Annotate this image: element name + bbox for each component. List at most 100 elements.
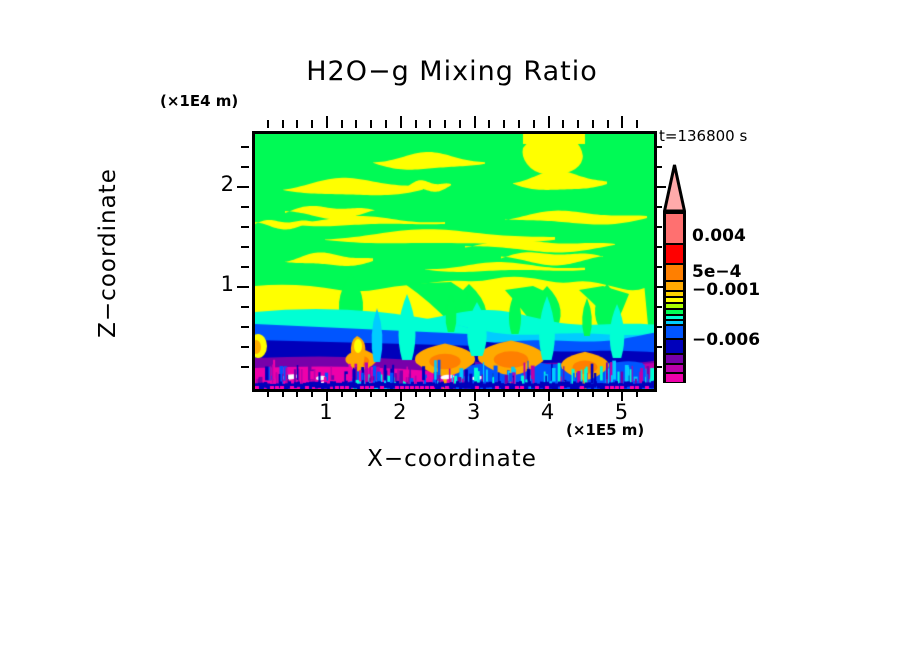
colorbar-band (666, 280, 683, 292)
y-tick-left (241, 306, 249, 308)
x-tick-bottom (518, 389, 520, 397)
x-tick-top (355, 120, 358, 128)
x-tick-top (340, 120, 343, 128)
x-tick-bottom (414, 389, 417, 397)
colorbar-tick-label: −0.006 (692, 330, 761, 350)
time-annotation: t=136800 s (659, 127, 748, 145)
x-tick-label: 5 (614, 400, 629, 424)
y-tick-right (654, 246, 662, 248)
x-tick-bottom (621, 389, 624, 401)
x-tick-bottom (636, 389, 639, 397)
y-tick-right (654, 286, 666, 288)
colorbar-band (666, 371, 683, 382)
y-axis-units-label: (×1E4 m) (160, 92, 239, 110)
x-tick-top (636, 120, 639, 128)
x-tick-bottom (473, 389, 476, 401)
x-tick-top (547, 116, 550, 128)
x-tick-top (488, 120, 491, 128)
x-tick-bottom (370, 389, 373, 397)
x-axis-units-label: (×1E5 m) (566, 421, 645, 439)
y-tick-right (654, 146, 662, 148)
x-tick-bottom (591, 389, 594, 397)
field-heatmap (255, 134, 654, 389)
x-tick-label: 1 (319, 400, 333, 424)
colorbar-band (666, 262, 683, 283)
x-tick-top (621, 116, 624, 128)
x-tick-top (503, 120, 506, 128)
x-tick-label: 4 (540, 400, 555, 424)
plot-area (252, 131, 657, 392)
x-tick-bottom (266, 389, 269, 397)
x-tick-bottom (429, 389, 432, 397)
y-tick-right (654, 226, 662, 228)
y-tick-right (654, 186, 666, 188)
y-tick-label: 2 (220, 172, 234, 196)
y-axis-title: Z−coordinate (95, 168, 121, 338)
y-tick-left (241, 146, 249, 148)
y-tick-left (237, 286, 249, 288)
x-tick-top (385, 120, 387, 128)
x-tick-bottom (355, 389, 358, 397)
x-tick-bottom (488, 389, 491, 397)
colorbar-band (666, 363, 683, 374)
x-tick-bottom (606, 389, 609, 397)
x-tick-bottom (562, 389, 565, 397)
x-tick-top (473, 116, 476, 128)
y-tick-left (241, 246, 249, 248)
x-tick-bottom (281, 389, 284, 397)
colorbar-band (666, 318, 683, 327)
x-tick-bottom (325, 389, 328, 401)
x-tick-top (266, 120, 269, 128)
colorbar-arrow-icon (663, 164, 686, 213)
y-tick-right (654, 266, 662, 268)
colorbar-band (666, 307, 683, 316)
x-tick-top (591, 120, 594, 128)
y-tick-left (241, 166, 249, 168)
x-tick-bottom (503, 389, 506, 397)
colorbar-band (666, 313, 683, 321)
y-tick-left (241, 326, 249, 328)
x-tick-top (370, 120, 373, 128)
x-tick-top (518, 120, 520, 128)
colorbar-bands (663, 211, 686, 383)
colorbar-band (666, 301, 683, 310)
colorbar-band (666, 353, 683, 366)
x-tick-top (429, 120, 432, 128)
chart-title: H2O−g Mixing Ratio (306, 56, 598, 87)
x-tick-top (562, 120, 565, 128)
y-tick-left (241, 366, 249, 368)
y-tick-left (241, 226, 249, 228)
y-tick-right (654, 366, 662, 368)
x-tick-bottom (547, 389, 550, 401)
y-tick-right (654, 346, 662, 348)
x-tick-bottom (444, 389, 447, 397)
y-tick-right (654, 306, 662, 308)
x-tick-top (458, 120, 461, 128)
colorbar-band (666, 289, 683, 299)
colorbar-band (666, 214, 683, 244)
x-tick-bottom (399, 389, 402, 401)
x-tick-bottom (577, 389, 580, 397)
x-tick-bottom (385, 389, 387, 397)
x-tick-top (414, 120, 417, 128)
y-tick-left (241, 266, 249, 268)
x-tick-bottom (296, 389, 299, 397)
x-tick-label: 2 (393, 400, 407, 424)
x-tick-top (444, 120, 447, 128)
x-tick-top (399, 116, 402, 128)
x-tick-top (606, 120, 609, 128)
x-tick-top (325, 116, 328, 128)
y-tick-right (654, 326, 662, 328)
colorbar-band (666, 243, 683, 265)
x-tick-top (281, 120, 284, 128)
colorbar-band (666, 324, 683, 340)
colorbar-band (666, 337, 683, 356)
x-tick-top (577, 120, 580, 128)
colorbar-band (666, 296, 683, 304)
y-tick-right (654, 166, 662, 168)
x-tick-bottom (532, 389, 535, 397)
y-tick-label: 1 (220, 272, 234, 296)
x-tick-top (296, 120, 299, 128)
colorbar-tick-label: 0.004 (692, 226, 746, 246)
